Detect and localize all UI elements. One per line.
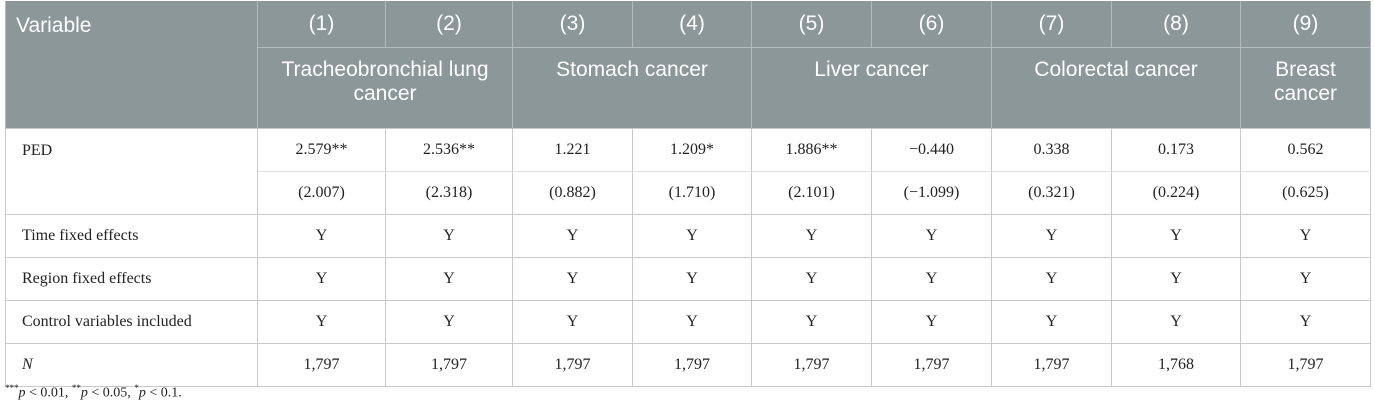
cell: 1,797 (991, 343, 1112, 387)
t-statistic: (2.007) (257, 171, 386, 215)
cell: Y (991, 214, 1112, 258)
cell: 1,768 (1111, 343, 1241, 387)
cell: Y (512, 257, 633, 301)
coefficient: −0.440 (871, 128, 992, 172)
footnote-mark: * (134, 383, 139, 393)
cell: Y (385, 300, 513, 344)
cell: Y (871, 300, 992, 344)
coefficient: 0.338 (991, 128, 1112, 172)
footnote-condition: < 0.1. (149, 385, 182, 401)
footnote-variable: p (18, 385, 26, 401)
cell: Y (1111, 257, 1241, 301)
t-statistic: (1.710) (632, 171, 752, 215)
t-statistic: (0.882) (512, 171, 633, 215)
cell: Y (1111, 300, 1241, 344)
t-statistic: (−1.099) (871, 171, 992, 215)
t-statistic: (0.625) (1240, 171, 1371, 215)
group-label: Liver cancer (751, 47, 992, 129)
cell: Y (1240, 300, 1371, 344)
column-number: (7) (991, 1, 1112, 48)
column-number: (3) (512, 1, 633, 48)
cell: 1,797 (512, 343, 633, 387)
coefficient: 2.536** (385, 128, 513, 172)
column-number: (2) (385, 1, 513, 48)
t-statistic: (2.101) (751, 171, 872, 215)
coefficient: 1.221 (512, 128, 633, 172)
column-number: (9) (1240, 1, 1371, 48)
footnote-condition: < 0.01, (29, 385, 69, 401)
footnote-variable: p (138, 385, 146, 401)
results-table: Variable (1) (2) (3) (4) (5) (6) (7) (8) (9) Trach… (5, 1, 1371, 387)
cell: Y (871, 257, 992, 301)
t-statistic: (0.321) (991, 171, 1112, 215)
cell: 1,797 (385, 343, 513, 387)
cell: Y (512, 214, 633, 258)
table-body: Variable (1) (2) (3) (4) (5) (6) (7) (8) (9) Trach… (5, 1, 1371, 387)
cell: Y (632, 300, 752, 344)
cell: Y (512, 300, 633, 344)
table-row: N 1,797 1,797 1,797 1,797 1,797 1,797 1,797 1,76… (5, 343, 1371, 387)
cell: Y (257, 214, 386, 258)
cell: Y (385, 214, 513, 258)
footnote-variable: p (80, 385, 88, 401)
cell: 1,797 (751, 343, 872, 387)
cell: 1,797 (1240, 343, 1371, 387)
column-number: (8) (1111, 1, 1241, 48)
cell: Y (257, 300, 386, 344)
row-label: Region fixed effects (5, 257, 258, 301)
cell: 1,797 (632, 343, 752, 387)
table-row: Time fixed effects Y Y Y Y Y Y Y Y Y (5, 214, 1371, 258)
cell: Y (632, 214, 752, 258)
cell: Y (1240, 257, 1371, 301)
table-row: Region fixed effects Y Y Y Y Y Y Y Y Y (5, 257, 1371, 301)
footnote-mark: ** (71, 383, 81, 393)
group-label: Tracheobronchial lung cancer (257, 47, 513, 129)
column-number: (4) (632, 1, 752, 48)
table-row: Control variables included Y Y Y Y Y Y Y Y Y (5, 300, 1371, 344)
column-number: (1) (257, 1, 386, 48)
cell: Y (257, 257, 386, 301)
table-row: PED 2.579** 2.536** 1.221 1.209* 1.886** −0.44… (5, 128, 1371, 215)
coefficient: 0.173 (1111, 128, 1241, 172)
cell: 1,797 (871, 343, 992, 387)
cell: 1,797 (257, 343, 386, 387)
cell: Y (1240, 214, 1371, 258)
column-number: (5) (751, 1, 872, 48)
coefficient: 2.579** (257, 128, 386, 172)
header-row: Tracheobronchial lung cancer Stomach canc… (6, 47, 1371, 129)
coefficient: 1.886** (751, 128, 872, 172)
column-number: (6) (871, 1, 992, 48)
group-label: Colorectal cancer (991, 47, 1241, 129)
footnote-condition: < 0.05, (91, 385, 131, 401)
coefficient: 0.562 (1240, 128, 1371, 172)
header-variable: Variable (5, 1, 258, 129)
header-row: Variable (1) (2) (3) (4) (5) (6) (7) (8) (9) (5, 1, 1371, 129)
cell: Y (751, 300, 872, 344)
cell: Y (751, 257, 872, 301)
t-statistic: (2.318) (385, 171, 513, 215)
row-label: Time fixed effects (5, 214, 258, 258)
cell: Y (991, 257, 1112, 301)
coefficient: 1.209* (632, 128, 752, 172)
row-label: N (5, 343, 258, 387)
cell: Y (991, 300, 1112, 344)
footnote-mark: *** (5, 383, 19, 393)
t-statistic: (0.224) (1111, 171, 1241, 215)
cell: Y (385, 257, 513, 301)
cell: Y (1111, 214, 1241, 258)
row-label: PED (5, 128, 258, 215)
group-label: Breast cancer (1240, 47, 1371, 129)
cell: Y (871, 214, 992, 258)
group-label: Stomach cancer (512, 47, 752, 129)
cell: Y (632, 257, 752, 301)
row-label: Control variables included (5, 300, 258, 344)
footnote: ***p < 0.01, **p < 0.05, *p < 0.1. (5, 383, 182, 402)
cell: Y (751, 214, 872, 258)
